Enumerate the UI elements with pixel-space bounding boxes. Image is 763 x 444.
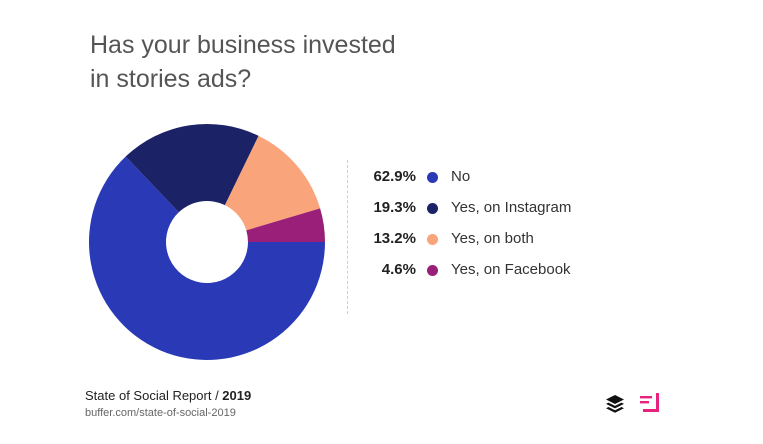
report-title: State of Social Report / 2019: [85, 387, 251, 405]
report-year: 2019: [222, 388, 252, 403]
donut-slice-yes-on-instagram: [125, 124, 259, 213]
legend-item-yes-both: 13.2% Yes, on both: [360, 228, 600, 259]
legend-value: 4.6%: [381, 261, 416, 278]
legend-label: Yes, on both: [451, 230, 534, 247]
chart-title: Has your business invested in stories ad…: [90, 28, 510, 96]
legend-value: 19.3%: [373, 199, 416, 216]
legend-divider: [347, 160, 348, 314]
legend-item-no: 62.9% No: [360, 166, 600, 197]
legend-label: No: [451, 168, 471, 185]
legend-label: Yes, on Instagram: [451, 199, 572, 216]
legend-dot: [427, 265, 438, 276]
chart-title-line-1: Has your business invested: [90, 31, 396, 59]
legend-value: 62.9%: [373, 168, 416, 185]
donut-chart: [89, 124, 325, 360]
legend-value: 13.2%: [373, 230, 416, 247]
report-url: buffer.com/state-of-social-2019: [85, 407, 236, 419]
legend-dot: [427, 203, 438, 214]
buffer-logo-icon: [606, 395, 624, 413]
footer: State of Social Report / 2019 buffer.com…: [85, 387, 251, 421]
legend-item-yes-facebook: 4.6% Yes, on Facebook: [360, 259, 600, 290]
pink-logo-icon: [640, 393, 659, 412]
legend-dot: [427, 234, 438, 245]
donut-slice-yes-on-both: [224, 135, 321, 231]
legend: 62.9% No 19.3% Yes, on Instagram 13.2% Y…: [360, 166, 600, 290]
legend-dot: [427, 172, 438, 183]
chart-title-line-2: in stories ads?: [90, 65, 252, 93]
legend-item-yes-instagram: 19.3% Yes, on Instagram: [360, 197, 600, 228]
donut-slice-yes-on-facebook: [246, 208, 325, 242]
donut-slice-no: [89, 156, 325, 360]
report-name: State of Social Report /: [85, 388, 223, 403]
legend-label: Yes, on Facebook: [451, 261, 571, 278]
